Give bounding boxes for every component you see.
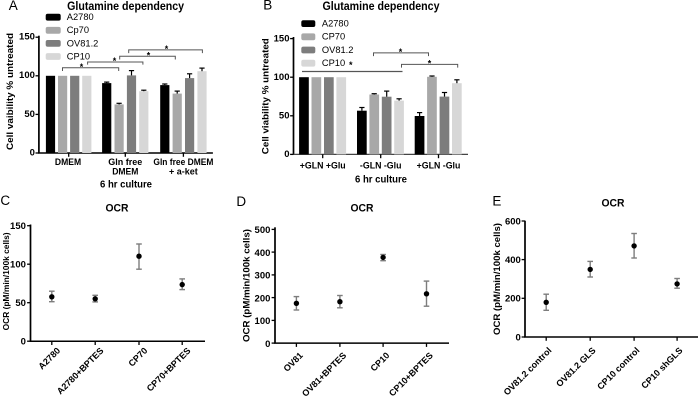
svg-text:E: E — [492, 193, 501, 208]
svg-text:0: 0 — [21, 337, 26, 348]
svg-text:Cp70: Cp70 — [67, 25, 89, 35]
svg-text:*: * — [349, 60, 353, 70]
svg-text:0: 0 — [265, 339, 270, 350]
svg-text:400: 400 — [255, 248, 271, 259]
svg-text:*: * — [399, 47, 403, 57]
svg-text:OCR (pM/min/100k cells): OCR (pM/min/100k cells) — [242, 229, 253, 342]
svg-text:*: * — [428, 59, 432, 69]
svg-text:50: 50 — [24, 109, 35, 120]
svg-text:OV81.2: OV81.2 — [322, 45, 354, 55]
svg-text:0: 0 — [516, 332, 521, 343]
svg-text:*: * — [147, 51, 151, 61]
svg-text:OCR (pM/min/100k cells): OCR (pM/min/100k cells) — [1, 232, 11, 330]
svg-text:DMEM: DMEM — [55, 157, 81, 167]
svg-text:+GLN +Glu: +GLN +Glu — [300, 160, 346, 170]
svg-text:100: 100 — [255, 316, 271, 327]
svg-text:+GLN -Glu: +GLN -Glu — [417, 160, 461, 170]
svg-text:Cell vaibility % untreated: Cell vaibility % untreated — [5, 33, 16, 150]
svg-text:OCR (pM/min/100k cells): OCR (pM/min/100k cells) — [492, 223, 503, 335]
svg-text:600: 600 — [505, 216, 521, 227]
svg-text:-GLN -Glu: -GLN -Glu — [360, 160, 402, 170]
svg-text:OCR: OCR — [602, 197, 625, 209]
svg-text:D: D — [236, 194, 246, 209]
svg-text:A2780: A2780 — [322, 19, 349, 29]
svg-text:CP70: CP70 — [322, 32, 345, 42]
svg-text:100: 100 — [274, 72, 290, 83]
svg-text:100: 100 — [19, 70, 35, 81]
svg-text:*: * — [165, 44, 169, 54]
svg-text:Gln free DMEM: Gln free DMEM — [153, 157, 213, 167]
svg-text:500: 500 — [255, 225, 271, 236]
svg-text:200: 200 — [255, 293, 271, 304]
svg-text:*: * — [80, 62, 84, 72]
svg-text:A: A — [9, 0, 18, 13]
svg-text:6 hr culture: 6 hr culture — [100, 179, 152, 190]
svg-text:CP10: CP10 — [67, 51, 90, 61]
svg-text:300: 300 — [255, 271, 271, 282]
svg-text:Cell viability % untreated: Cell viability % untreated — [260, 38, 271, 154]
svg-text:A2780: A2780 — [67, 12, 94, 22]
svg-text:Gln free: Gln free — [108, 157, 142, 167]
svg-text:DMEM: DMEM — [112, 166, 138, 176]
svg-text:400: 400 — [505, 255, 521, 266]
svg-text:B: B — [263, 0, 272, 12]
svg-text:OCR: OCR — [106, 203, 129, 215]
svg-text:150: 150 — [19, 32, 35, 43]
svg-text:100: 100 — [10, 260, 26, 271]
svg-text:+ a-ket: + a-ket — [169, 166, 198, 176]
svg-text:*: * — [113, 56, 117, 66]
svg-text:50: 50 — [279, 111, 290, 122]
svg-text:CP10: CP10 — [322, 58, 345, 68]
svg-text:150: 150 — [274, 33, 290, 44]
svg-text:Glutamine dependency: Glutamine dependency — [67, 0, 184, 13]
svg-text:OV81.2: OV81.2 — [67, 38, 99, 48]
svg-text:150: 150 — [10, 221, 26, 232]
svg-text:6 hr culture: 6 hr culture — [355, 175, 407, 186]
svg-text:OCR: OCR — [351, 203, 374, 215]
svg-text:50: 50 — [15, 298, 26, 309]
svg-text:Glutamine dependency: Glutamine dependency — [323, 0, 440, 13]
svg-text:0: 0 — [30, 147, 35, 158]
svg-text:200: 200 — [505, 294, 521, 305]
svg-text:C: C — [0, 193, 10, 208]
svg-text:0: 0 — [284, 149, 289, 160]
